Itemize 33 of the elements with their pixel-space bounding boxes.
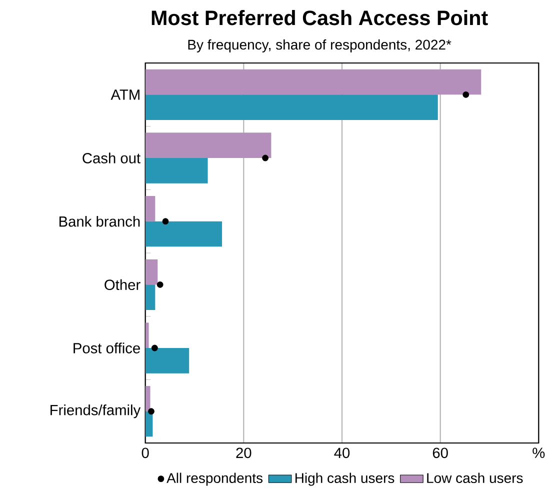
y-tick-label: Cash out [82, 152, 140, 164]
bar [145, 259, 158, 285]
bar [145, 348, 190, 374]
y-tick-label: Bank branch [59, 216, 140, 227]
bar [145, 196, 156, 222]
bar [145, 94, 438, 120]
point [462, 91, 470, 98]
point [151, 344, 158, 352]
point [148, 408, 154, 415]
x-tick-label: 20 [236, 448, 252, 458]
y-tick-label: ATM [110, 90, 140, 100]
point [262, 154, 268, 162]
legend-label: Low cash users [427, 472, 523, 484]
bar [145, 322, 149, 348]
bar [145, 69, 482, 95]
chart-subtitle: By frequency, share of respondents, 2022* [188, 39, 452, 52]
x-tick-label: 40 [334, 448, 350, 458]
bar [145, 158, 208, 184]
point [156, 281, 164, 288]
bar [145, 284, 156, 310]
legend-label: High cash users [296, 472, 394, 486]
x-tick-label: % [532, 448, 545, 458]
bar [145, 132, 272, 158]
y-tick-label: Friends/family [50, 404, 141, 418]
bar [145, 386, 150, 412]
point [162, 218, 169, 225]
chart-title: Most Preferred Cash Access Point [152, 10, 488, 26]
x-tick-label: 60 [432, 448, 448, 458]
bar [145, 221, 222, 247]
y-tick-label: Post office [74, 342, 140, 354]
y-tick-label: Other [104, 279, 140, 290]
legend-label: All respondents [166, 472, 263, 486]
x-tick-label: 0 [142, 448, 149, 458]
